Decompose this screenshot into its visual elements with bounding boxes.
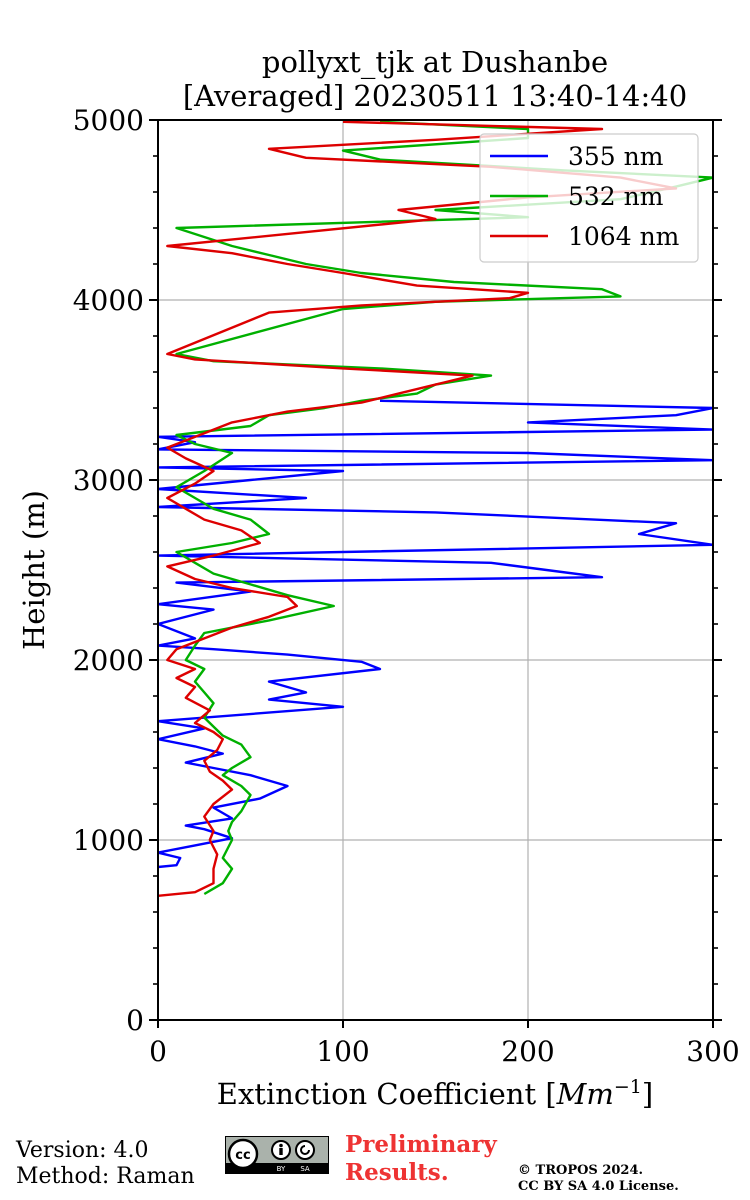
series-line-355-nm bbox=[158, 399, 713, 869]
y-tick-label: 4000 bbox=[73, 284, 144, 317]
x-tick-label: 300 bbox=[686, 1035, 739, 1068]
chart-title-line2: [Averaged] 20230511 13:40-14:40 bbox=[183, 79, 687, 113]
y-tick-label: 0 bbox=[126, 1004, 144, 1037]
series-line-532-nm bbox=[175, 120, 713, 896]
preliminary-notice: Preliminary Results. bbox=[345, 1131, 497, 1187]
legend-label: 532 nm bbox=[568, 182, 664, 211]
y-axis-label: Height (m) bbox=[17, 490, 51, 650]
y-tick-label: 2000 bbox=[73, 644, 144, 677]
by-badge-text: BY bbox=[277, 1165, 286, 1173]
preliminary-line1: Preliminary bbox=[345, 1131, 497, 1158]
y-tick-label: 5000 bbox=[73, 104, 144, 137]
x-tick-label: 0 bbox=[149, 1035, 167, 1068]
cc-by-sa-license-icon: cc BY SA bbox=[225, 1136, 329, 1174]
axes-frame bbox=[157, 119, 714, 1021]
x-axis-label: Extinction Coefficient [Mm−1] bbox=[217, 1076, 653, 1111]
copyright-line2: CC BY SA 4.0 License. bbox=[518, 1179, 679, 1194]
chart-title-line1: pollyxt_tjk at Dushanbe bbox=[262, 45, 608, 80]
legend-label: 355 nm bbox=[568, 142, 664, 171]
legend: 355 nm 532 nm 1064 nm bbox=[479, 133, 699, 263]
copyright-line1: © TROPOS 2024. bbox=[518, 1163, 644, 1178]
copyright-notice: © TROPOS 2024. CC BY SA 4.0 License. bbox=[518, 1163, 679, 1195]
cc-badge-text: cc bbox=[235, 1148, 250, 1163]
version-info: Version: 4.0 Method: Raman bbox=[16, 1138, 195, 1190]
version-text: Version: 4.0 bbox=[16, 1138, 149, 1163]
plot-area bbox=[158, 120, 713, 897]
extinction-chart: pollyxt_tjk at Dushanbe [Averaged] 20230… bbox=[17, 45, 740, 1111]
x-tick-label: 200 bbox=[501, 1035, 554, 1068]
method-text: Method: Raman bbox=[16, 1164, 195, 1189]
preliminary-line2: Results. bbox=[345, 1159, 449, 1186]
x-tick-label: 100 bbox=[316, 1035, 369, 1068]
series-line-1064-nm bbox=[158, 120, 678, 897]
legend-label: 1064 nm bbox=[568, 222, 680, 251]
legend-box bbox=[479, 133, 699, 263]
sa-badge-text: SA bbox=[300, 1165, 310, 1173]
y-tick-label: 3000 bbox=[73, 464, 144, 497]
y-tick-label: 1000 bbox=[73, 824, 144, 857]
axes bbox=[157, 119, 714, 1021]
